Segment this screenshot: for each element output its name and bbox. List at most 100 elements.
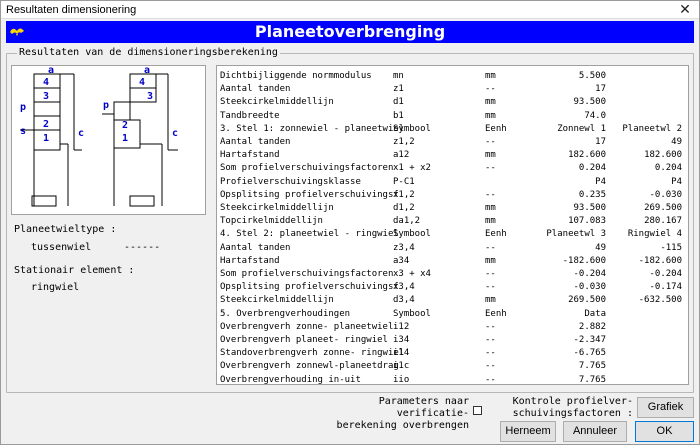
cell-unit: -- (485, 84, 496, 95)
diagram-label-a: a (48, 66, 54, 76)
cell-symbol: i1c (393, 361, 410, 372)
cell-description: 3. Stel 1: zonnewiel - planeetwiel (220, 123, 405, 134)
cell-unit: mm (485, 203, 496, 213)
table-row: Steekcirkelmiddellijn d1,2 mm 93.500 269.500 (217, 202, 688, 214)
cell-description: Overbrengverh zonnewl-planeetdrag (220, 361, 399, 372)
cell-description: Som profielverschuivingsfactoren (220, 163, 394, 174)
diagram-label-2b: 2 (122, 120, 128, 131)
cell-unit: mm (485, 71, 496, 81)
cell-description: Overbrengverh planeet- ringwiel (220, 335, 388, 345)
grafiek-button[interactable]: Grafiek (637, 397, 694, 418)
cell-value-2: 280.167 (644, 216, 682, 227)
cell-value-1: 7.765 (578, 361, 606, 372)
table-row: Steekcirkelmiddellijn d3,4 mm 269.500 -632.5… (217, 294, 688, 306)
cell-description: Som profielverschuivingsfactoren (220, 269, 394, 279)
table-row: Overbrengverhouding in-uit iio -- 7.765 (217, 374, 688, 386)
diagram-label-p: p (20, 102, 26, 113)
cell-unit: mm (485, 97, 496, 108)
table-row: Steekcirkelmiddellijn d1 mm 93.500 (217, 96, 688, 108)
cell-description: Tandbreedte (220, 110, 280, 121)
diagram-label-3: 3 (43, 91, 49, 102)
cell-value-2: -115 (660, 242, 682, 253)
table-row: Standoverbrengverh zonne- ringwiel i14 -- -… (217, 347, 688, 359)
cell-value-1: 2.882 (578, 321, 606, 332)
diagram-label-a2: a (144, 66, 150, 76)
cell-description: Dichtbijliggende normmodulus (220, 71, 372, 81)
diagram-label-3b: 3 (147, 91, 153, 102)
ok-button[interactable]: OK (635, 421, 694, 442)
cell-symbol: x1 + x2 (393, 163, 431, 174)
cell-description: Hartafstand (220, 150, 280, 161)
diagram-label-4: 4 (43, 77, 49, 88)
cell-value-1: Zonnewl 1 (557, 123, 606, 134)
cell-value-2: -182.600 (638, 255, 682, 266)
cell-value-1: 17 (595, 137, 606, 147)
cell-value-1: 107.083 (568, 216, 606, 227)
cell-value-1: 5.500 (578, 71, 606, 81)
cell-description: Overbrengverh zonne- planeetwiel (220, 321, 394, 332)
table-row: Aantal tanden z3,4 -- 49 -115 (217, 242, 688, 254)
results-group: Resultaten van de dimensioneringsbereken… (6, 47, 694, 393)
banner-title: Planeetoverbrenging (254, 22, 446, 41)
bird-logo-icon (10, 28, 24, 36)
cell-value-1: -6.765 (573, 348, 606, 359)
cell-symbol: mn (393, 71, 404, 81)
table-row: Opsplitsing profielverschuivingsf x3,4 -- -… (217, 281, 688, 293)
cell-value-2: -632.500 (638, 295, 682, 306)
cell-description: 4. Stel 2: planeetwiel - ringwiel (220, 229, 399, 240)
cell-symbol: x1,2 (393, 189, 415, 200)
cell-description: Overbrengverhouding in-uit (220, 374, 361, 385)
kontrole-line-1: Kontrole profielver- (512, 396, 633, 407)
table-row: Topcirkelmiddellijn da1,2 mm 107.083 280.167 (217, 215, 688, 227)
stationair-label: Stationair element : (14, 265, 135, 276)
cell-symbol: a34 (393, 255, 410, 266)
cell-value-2: P4 (671, 176, 682, 187)
cell-value-1: 93.500 (573, 203, 606, 213)
cell-description: 5. Overbrengverhoudingen (220, 308, 351, 319)
planeetwieltype-label: Planeetwieltype : (14, 224, 117, 235)
annuleer-button[interactable]: Annuleer (563, 421, 627, 442)
cell-symbol: i14 (393, 348, 410, 359)
cell-symbol: d1 (393, 97, 404, 108)
param-transfer-line-1: Parameters naar verificatie- (378, 396, 469, 419)
table-row: 3. Stel 1: zonnewiel - planeetwiel Symboo… (217, 123, 688, 135)
diagram-label-cb: c (172, 128, 178, 139)
cell-value-1: 93.500 (573, 97, 606, 108)
cell-value-1: -0.030 (573, 282, 606, 293)
cell-unit: -- (485, 361, 496, 372)
cell-unit: -- (485, 321, 496, 332)
gear-schematic-drawing: a 4 3 2 1 p s c a 4 3 2 1 p c (20, 65, 178, 207)
cell-description: Aantal tanden (220, 84, 291, 95)
cell-unit: mm (485, 295, 496, 306)
cell-symbol: d3,4 (393, 295, 415, 306)
cell-unit: mm (485, 150, 496, 161)
title-bar: Resultaten dimensionering ✕ (1, 1, 699, 19)
cell-unit: Eenh (485, 308, 507, 319)
results-table: Dichtbijliggende normmodulus mn mm 5.500 Aan… (216, 65, 689, 385)
cell-unit: mm (485, 216, 496, 227)
close-icon[interactable]: ✕ (679, 1, 691, 17)
param-transfer-checkbox[interactable] (473, 406, 482, 415)
diagram-label-c: c (78, 128, 84, 139)
cell-unit: -- (485, 282, 496, 293)
cell-symbol: z1,2 (393, 137, 415, 147)
cell-symbol: b1 (393, 110, 404, 121)
window-title: Resultaten dimensionering (6, 4, 137, 16)
group-legend: Resultaten van de dimensioneringsbereken… (17, 47, 280, 58)
herneem-button[interactable]: Herneem (500, 421, 556, 442)
cell-unit: Eenh (485, 229, 507, 240)
cell-description: Opsplitsing profielverschuivingsf (220, 189, 399, 200)
cell-description: Standoverbrengverh zonne- ringwiel (220, 348, 405, 359)
cell-value-1: Planeetwl 3 (546, 229, 606, 240)
cell-value-2: -0.030 (649, 189, 682, 200)
table-row: Hartafstand a34 mm -182.600 -182.600 (217, 255, 688, 267)
cell-value-1: -182.600 (562, 255, 606, 266)
banner: Planeetoverbrenging (6, 21, 694, 43)
table-row: Hartafstand a12 mm 182.600 182.600 (217, 149, 688, 161)
planeetwieltype-value: tussenwiel (31, 242, 92, 253)
cell-value-1: 7.765 (578, 374, 606, 385)
cell-symbol: d1,2 (393, 203, 415, 213)
cell-symbol: a12 (393, 150, 410, 161)
cell-description: Aantal tanden (220, 137, 291, 147)
